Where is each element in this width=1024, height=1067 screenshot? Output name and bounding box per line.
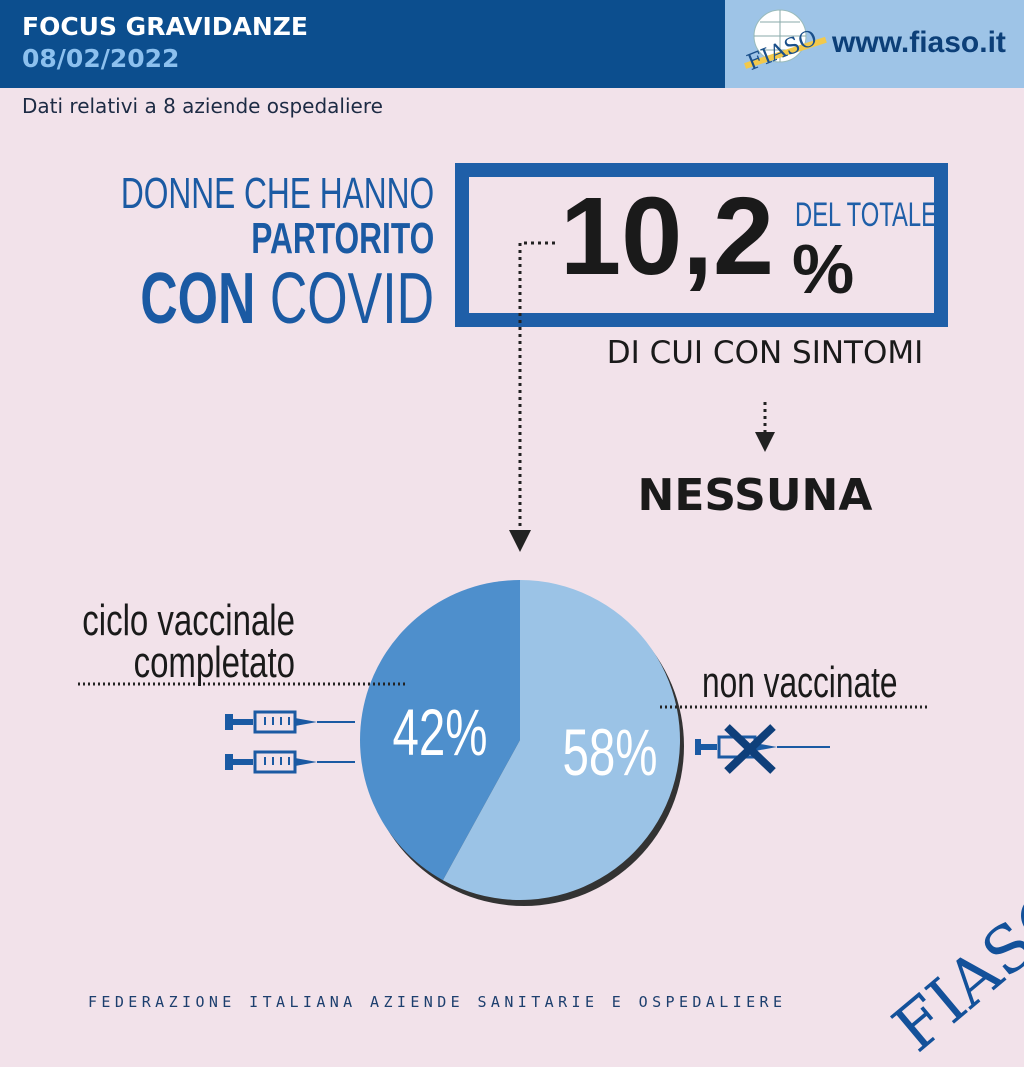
headline-covid: COVID xyxy=(255,259,434,339)
stat-unit: % xyxy=(792,230,855,308)
pie-label-unvaccinated: 58% xyxy=(562,716,657,789)
headline-line3: CON COVID xyxy=(140,263,434,335)
footer-text: FEDERAZIONE ITALIANA AZIENDE SANITARIE E… xyxy=(88,993,787,1011)
subtitle: Dati relativi a 8 aziende ospedaliere xyxy=(22,94,383,118)
pie-slice-vaccinated xyxy=(360,580,520,881)
headline-con: CON xyxy=(140,259,256,339)
legend-vaccinated: ciclo vaccinale completato xyxy=(82,596,295,687)
crossed-syringe-icon xyxy=(695,724,830,774)
headline-line1: DONNE CHE HANNO xyxy=(120,169,434,218)
pie-chart: 42% 58% xyxy=(78,241,928,906)
stat-number: 10,2 xyxy=(560,175,775,298)
date: 08/02/2022 xyxy=(22,44,180,73)
arrow-head-main xyxy=(509,530,531,552)
arrow-head-symptoms xyxy=(755,432,775,452)
website-link[interactable]: www.fiaso.it xyxy=(832,26,1006,59)
page-title: FOCUS GRAVIDANZE xyxy=(22,12,308,41)
fiaso-globe-logo-icon: FIASO xyxy=(744,9,827,76)
pie-slice-unvaccinated xyxy=(442,580,681,900)
stat-box xyxy=(455,163,948,327)
symptoms-value: NESSUNA xyxy=(637,470,873,521)
legend-unvaccinated: non vaccinate xyxy=(702,658,898,707)
header-bar xyxy=(0,0,725,88)
headline-line2: PARTORITO xyxy=(250,214,434,263)
stat-label: DEL TOTALE xyxy=(795,196,937,234)
connector-arrow-main xyxy=(518,241,555,530)
pie-label-vaccinated: 42% xyxy=(392,696,487,769)
syringe-icon xyxy=(225,710,355,774)
symptoms-label: DI CUI CON SINTOMI xyxy=(606,335,924,371)
